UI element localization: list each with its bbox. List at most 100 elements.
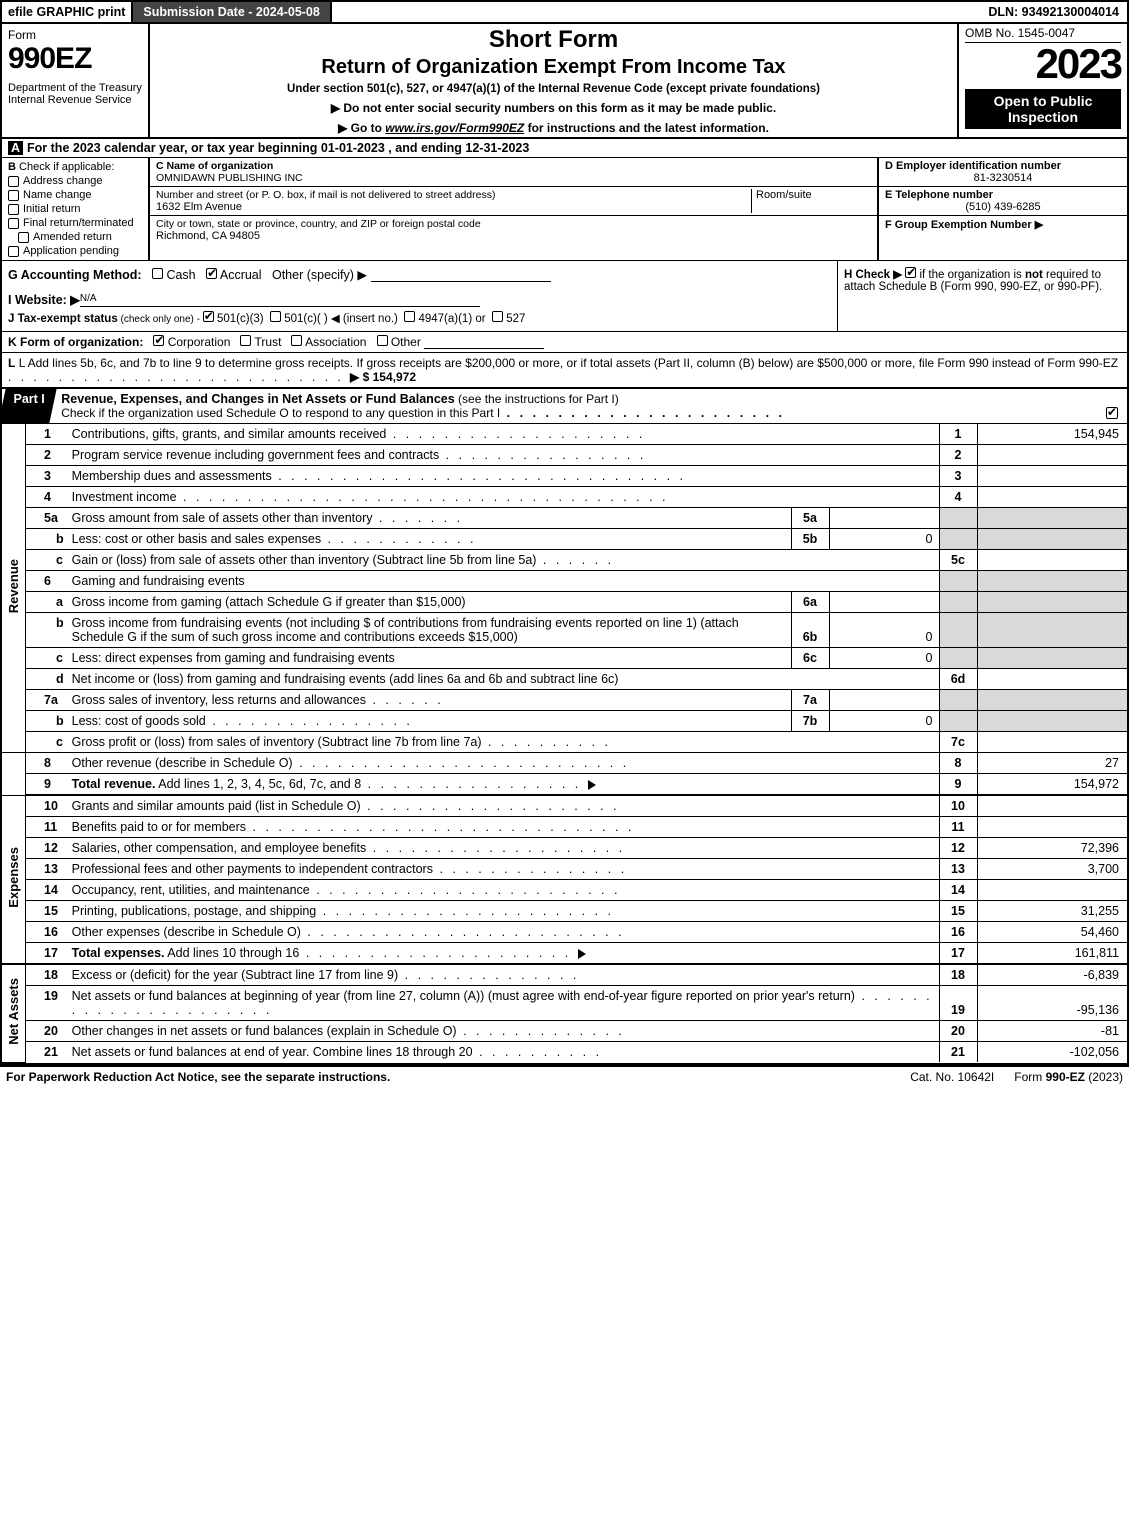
- dln: DLN: 93492130004014: [980, 2, 1127, 22]
- line-5b: b Less: cost or other basis and sales ex…: [2, 529, 1127, 550]
- section-c: C Name of organization OMNIDAWN PUBLISHI…: [150, 158, 877, 260]
- line-11: 11 Benefits paid to or for members . . .…: [2, 817, 1127, 838]
- chk-pending[interactable]: Application pending: [8, 245, 142, 257]
- form-header: Form 990EZ Department of the Treasury In…: [2, 24, 1127, 139]
- line-19: 19 Net assets or fund balances at beginn…: [2, 986, 1127, 1021]
- line-4: 4 Investment income . . . . . . . . . . …: [2, 487, 1127, 508]
- line-5a: 5a Gross amount from sale of assets othe…: [2, 508, 1127, 529]
- form-ref: Form 990-EZ (2023): [1014, 1070, 1123, 1084]
- sidebar-net-assets: Net Assets: [6, 978, 21, 1045]
- tax-year: 2023: [965, 43, 1121, 85]
- part1-table: Revenue 1 Contributions, gifts, grants, …: [2, 424, 1127, 1063]
- line-6b: b Gross income from fundraising events (…: [2, 613, 1127, 648]
- sidebar-revenue: Revenue: [6, 559, 21, 613]
- line-6a: a Gross income from gaming (attach Sched…: [2, 592, 1127, 613]
- section-ghij: G Accounting Method: Cash Accrual Other …: [2, 261, 1127, 332]
- part1-tab: Part I: [0, 389, 57, 423]
- line-2: 2 Program service revenue including gove…: [2, 445, 1127, 466]
- k-line: K Form of organization: Corporation Trus…: [2, 332, 1127, 353]
- val-12: 72,396: [977, 838, 1127, 859]
- chk-name-change[interactable]: Name change: [8, 189, 142, 201]
- room-label: Room/suite: [751, 189, 871, 213]
- phone-val: (510) 439-6285: [885, 201, 1121, 213]
- line-8: 8 Other revenue (describe in Schedule O)…: [2, 753, 1127, 774]
- open-to-public: Open to Public Inspection: [965, 89, 1121, 129]
- main-title: Return of Organization Exempt From Incom…: [156, 56, 951, 79]
- val-13: 3,700: [977, 859, 1127, 880]
- line-18: Net Assets 18 Excess or (deficit) for th…: [2, 964, 1127, 986]
- form-code: 990EZ: [8, 42, 142, 76]
- group-exemption-label: F Group Exemption Number ▶: [885, 218, 1121, 231]
- line-7c: c Gross profit or (loss) from sales of i…: [2, 732, 1127, 753]
- sidebar-expenses: Expenses: [6, 847, 21, 908]
- header-mid: Short Form Return of Organization Exempt…: [150, 24, 959, 137]
- part1-title: Revenue, Expenses, and Changes in Net As…: [61, 392, 454, 406]
- page-footer: For Paperwork Reduction Act Notice, see …: [0, 1065, 1129, 1087]
- c-label: C Name of organization: [156, 160, 871, 172]
- i-line: I Website: ▶N/A: [8, 292, 831, 307]
- line-9: 9 Total revenue. Add lines 1, 2, 3, 4, 5…: [2, 774, 1127, 796]
- under-section: Under section 501(c), 527, or 4947(a)(1)…: [156, 83, 951, 95]
- gross-receipts: ▶ $ 154,972: [350, 370, 416, 384]
- dept-label: Department of the Treasury Internal Reve…: [8, 82, 142, 106]
- val-8: 27: [977, 753, 1127, 774]
- line-12: 12 Salaries, other compensation, and emp…: [2, 838, 1127, 859]
- val-18: -6,839: [977, 964, 1127, 986]
- val-9: 154,972: [977, 774, 1127, 796]
- arrow-icon: [578, 949, 586, 959]
- line-14: 14 Occupancy, rent, utilities, and maint…: [2, 880, 1127, 901]
- section-a: AFor the 2023 calendar year, or tax year…: [2, 139, 1127, 158]
- ein-val: 81-3230514: [885, 172, 1121, 184]
- line-6c: c Less: direct expenses from gaming and …: [2, 648, 1127, 669]
- val-19: -95,136: [977, 986, 1127, 1021]
- form-word: Form: [8, 28, 142, 42]
- h-line: H Check ▶ if the organization is not req…: [837, 261, 1127, 331]
- irs-link[interactable]: www.irs.gov/Form990EZ: [385, 121, 524, 135]
- line-16: 16 Other expenses (describe in Schedule …: [2, 922, 1127, 943]
- section-def: D Employer identification number 81-3230…: [877, 158, 1127, 260]
- val-20: -81: [977, 1021, 1127, 1042]
- line-7b: b Less: cost of goods sold . . . . . . .…: [2, 711, 1127, 732]
- chk-initial-return[interactable]: Initial return: [8, 203, 142, 215]
- line-15: 15 Printing, publications, postage, and …: [2, 901, 1127, 922]
- line-17: 17 Total expenses. Add lines 10 through …: [2, 943, 1127, 965]
- line-20: 20 Other changes in net assets or fund b…: [2, 1021, 1127, 1042]
- header-right: OMB No. 1545-0047 2023 Open to Public In…: [959, 24, 1127, 137]
- part1-sub: Check if the organization used Schedule …: [61, 406, 500, 420]
- chk-address-change[interactable]: Address change: [8, 175, 142, 187]
- val-16: 54,460: [977, 922, 1127, 943]
- part1-header: Part I Revenue, Expenses, and Changes in…: [2, 389, 1127, 424]
- phone-label: E Telephone number: [885, 189, 1121, 201]
- l-line: L L Add lines 5b, 6c, and 7b to line 9 t…: [2, 353, 1127, 389]
- street-label: Number and street (or P. O. box, if mail…: [156, 189, 751, 201]
- line-7a: 7a Gross sales of inventory, less return…: [2, 690, 1127, 711]
- chk-final-return[interactable]: Final return/terminated: [8, 217, 142, 229]
- efile-label: efile GRAPHIC print: [2, 2, 133, 22]
- chk-amended[interactable]: Amended return: [18, 231, 142, 243]
- city-label: City or town, state or province, country…: [156, 218, 871, 230]
- val-17: 161,811: [977, 943, 1127, 965]
- section-bcd: B Check if applicable: Address change Na…: [2, 158, 1127, 261]
- val-15: 31,255: [977, 901, 1127, 922]
- line-13: 13 Professional fees and other payments …: [2, 859, 1127, 880]
- short-form-title: Short Form: [156, 26, 951, 54]
- line-3: 3 Membership dues and assessments . . . …: [2, 466, 1127, 487]
- street-val: 1632 Elm Avenue: [156, 201, 751, 213]
- line-10: Expenses 10 Grants and similar amounts p…: [2, 795, 1127, 817]
- section-b: B Check if applicable: Address change Na…: [2, 158, 150, 260]
- j-line: J Tax-exempt status (check only one) - 5…: [8, 311, 831, 325]
- line-5c: c Gain or (loss) from sale of assets oth…: [2, 550, 1127, 571]
- line-21: 21 Net assets or fund balances at end of…: [2, 1042, 1127, 1063]
- paperwork-notice: For Paperwork Reduction Act Notice, see …: [6, 1070, 890, 1084]
- org-name: OMNIDAWN PUBLISHING INC: [156, 172, 871, 184]
- part1-checkbox[interactable]: [1097, 389, 1127, 423]
- val-21: -102,056: [977, 1042, 1127, 1063]
- website-val: N/A: [80, 293, 480, 307]
- city-val: Richmond, CA 94805: [156, 230, 871, 242]
- instruction-2: ▶ Go to www.irs.gov/Form990EZ for instru…: [156, 121, 951, 135]
- instruction-1: ▶ Do not enter social security numbers o…: [156, 101, 951, 115]
- cat-no: Cat. No. 10642I: [890, 1070, 1014, 1084]
- ein-label: D Employer identification number: [885, 160, 1121, 172]
- header-left: Form 990EZ Department of the Treasury In…: [2, 24, 150, 137]
- submission-date: Submission Date - 2024-05-08: [133, 2, 331, 22]
